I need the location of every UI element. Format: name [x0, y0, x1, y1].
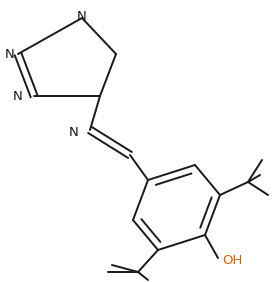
Text: OH: OH [222, 254, 242, 266]
Text: N: N [68, 127, 78, 140]
Text: N: N [5, 47, 15, 61]
Text: N: N [12, 89, 22, 102]
Text: N: N [77, 10, 87, 23]
